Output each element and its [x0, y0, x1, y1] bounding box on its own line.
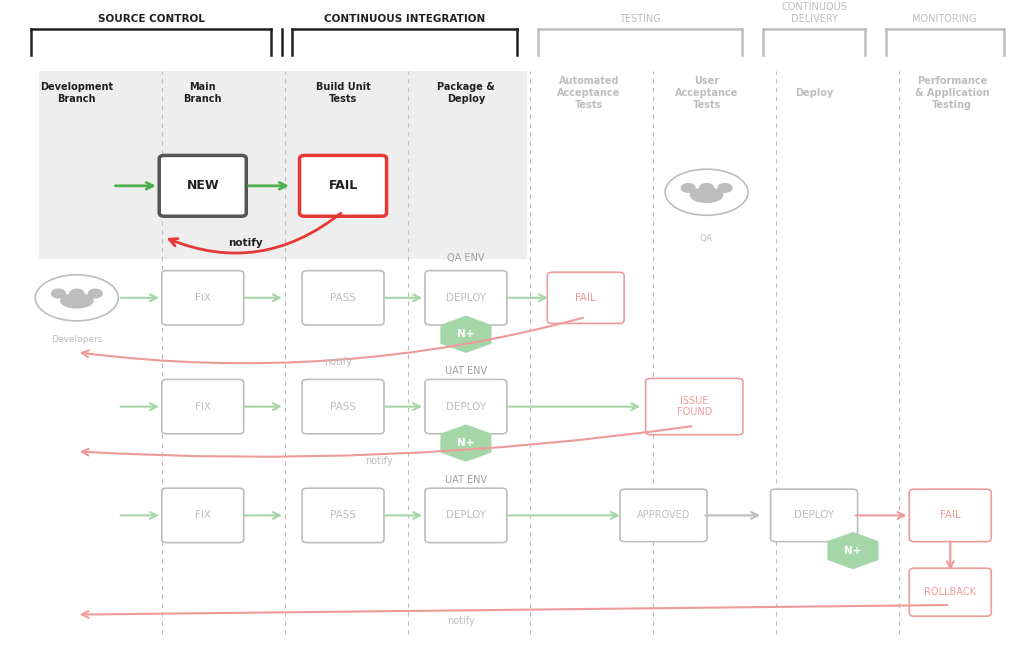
FancyBboxPatch shape: [162, 270, 244, 325]
FancyBboxPatch shape: [160, 155, 246, 216]
Text: FIX: FIX: [195, 511, 211, 520]
Text: APPROVED: APPROVED: [637, 511, 690, 520]
Text: PASS: PASS: [330, 293, 356, 303]
Circle shape: [699, 183, 714, 192]
Text: FAIL: FAIL: [575, 293, 596, 303]
Text: ISSUE
FOUND: ISSUE FOUND: [677, 396, 712, 417]
Polygon shape: [828, 533, 878, 569]
Text: N+: N+: [457, 329, 475, 340]
Text: FIX: FIX: [195, 293, 211, 303]
FancyBboxPatch shape: [39, 71, 527, 259]
Text: UAT ENV: UAT ENV: [444, 475, 487, 485]
Ellipse shape: [690, 188, 723, 202]
FancyBboxPatch shape: [162, 379, 244, 434]
Text: FIX: FIX: [195, 402, 211, 411]
Circle shape: [681, 183, 695, 192]
Circle shape: [70, 289, 84, 298]
Text: notify: notify: [446, 616, 475, 626]
Text: PASS: PASS: [330, 402, 356, 411]
FancyBboxPatch shape: [300, 155, 387, 216]
Text: DEPLOY: DEPLOY: [794, 511, 835, 520]
Text: notify: notify: [228, 238, 263, 248]
Text: Main
Branch: Main Branch: [183, 82, 222, 104]
Text: User
Acceptance
Tests: User Acceptance Tests: [675, 76, 738, 110]
Text: NEW: NEW: [186, 180, 219, 193]
Text: QA ENV: QA ENV: [447, 253, 484, 263]
Text: FAIL: FAIL: [329, 180, 357, 193]
Text: Build Unit
Tests: Build Unit Tests: [315, 82, 371, 104]
Text: Performance
& Application
Testing: Performance & Application Testing: [915, 76, 989, 110]
FancyBboxPatch shape: [909, 489, 991, 541]
Circle shape: [88, 289, 102, 298]
Text: Automated
Acceptance
Tests: Automated Acceptance Tests: [557, 76, 621, 110]
Text: FAIL: FAIL: [940, 511, 961, 520]
Text: DEPLOY: DEPLOY: [445, 402, 486, 411]
FancyBboxPatch shape: [909, 568, 991, 616]
Text: CONTINUOUS INTEGRATION: CONTINUOUS INTEGRATION: [324, 14, 485, 24]
Text: N+: N+: [844, 546, 862, 556]
Text: Development
Branch: Development Branch: [40, 82, 114, 104]
FancyBboxPatch shape: [646, 379, 743, 435]
FancyBboxPatch shape: [302, 270, 384, 325]
FancyBboxPatch shape: [771, 489, 858, 541]
Polygon shape: [441, 425, 490, 461]
FancyBboxPatch shape: [425, 488, 507, 543]
Text: PASS: PASS: [330, 511, 356, 520]
Text: DEPLOY: DEPLOY: [445, 511, 486, 520]
Text: MONITORING: MONITORING: [912, 14, 977, 24]
FancyBboxPatch shape: [302, 379, 384, 434]
Text: DEPLOY: DEPLOY: [445, 293, 486, 303]
Text: SOURCE CONTROL: SOURCE CONTROL: [97, 14, 205, 24]
Text: UAT ENV: UAT ENV: [444, 366, 487, 376]
Text: ROLLBACK: ROLLBACK: [925, 587, 976, 597]
Text: QA: QA: [700, 234, 713, 243]
FancyBboxPatch shape: [302, 488, 384, 543]
FancyBboxPatch shape: [621, 489, 707, 541]
Text: Deploy: Deploy: [795, 88, 834, 98]
Text: TESTING: TESTING: [620, 14, 660, 24]
FancyBboxPatch shape: [425, 379, 507, 434]
FancyBboxPatch shape: [425, 270, 507, 325]
Circle shape: [718, 183, 732, 192]
Text: notify: notify: [324, 357, 352, 367]
Polygon shape: [441, 317, 490, 352]
Text: Package &
Deploy: Package & Deploy: [437, 82, 495, 104]
FancyBboxPatch shape: [547, 272, 624, 323]
Ellipse shape: [60, 293, 93, 308]
Text: CONTINUOUS
DELIVERY: CONTINUOUS DELIVERY: [781, 3, 847, 24]
Text: N+: N+: [457, 438, 475, 448]
Circle shape: [51, 289, 66, 298]
Text: notify: notify: [365, 456, 393, 466]
Text: Developers: Developers: [51, 335, 102, 344]
FancyBboxPatch shape: [162, 488, 244, 543]
